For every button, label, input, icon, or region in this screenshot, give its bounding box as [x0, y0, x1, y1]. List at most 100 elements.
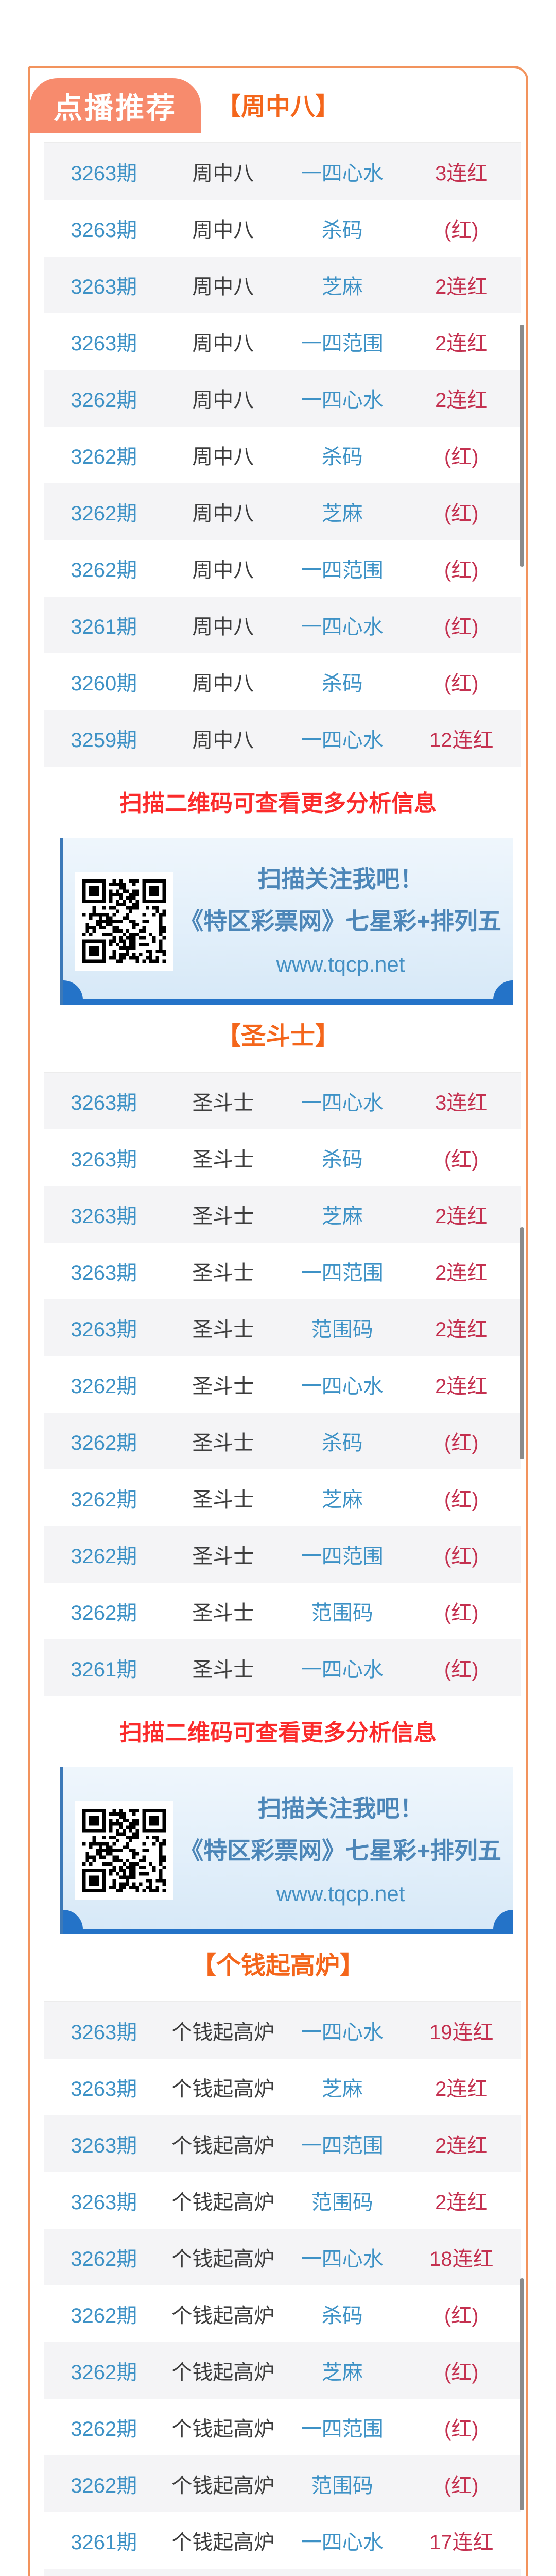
cell-result: (红) — [444, 616, 479, 638]
prediction-row[interactable]: 3262期 个钱起高炉 芝麻 (红) — [44, 2342, 521, 2399]
prediction-row[interactable]: 3263期 周中八 杀码 (红) — [44, 200, 521, 257]
prediction-row[interactable]: 3262期 个钱起高炉 一四心水 18连红 — [44, 2229, 521, 2285]
recommend-panel: 【周中八】 3263期 周中八 一四心水 3连红 3263期 周中八 杀码 (红) 3263期周… — [28, 66, 528, 2576]
cell-result: (红) — [444, 1545, 479, 1568]
cell-period: 3263期 — [71, 332, 137, 355]
cell-name: 周中八 — [192, 502, 254, 525]
prediction-row[interactable]: 3262期 周中八 一四心水 2连红 — [44, 370, 521, 427]
cell-name: 圣斗士 — [192, 1262, 254, 1284]
cell-period: 3262期 — [71, 389, 137, 412]
prediction-row[interactable]: 3263期 圣斗士 一四范围 2连红 — [44, 1243, 521, 1299]
cell-result: 18连红 — [429, 2248, 494, 2270]
cell-type: 一四心水 — [301, 616, 384, 638]
prediction-row[interactable]: 3263期 圣斗士 范围码 2连红 — [44, 1299, 521, 1356]
prediction-row[interactable]: 3262期 圣斗士 杀码 (红) — [44, 1413, 521, 1469]
banner-text: 扫描关注我吧！ 《特区彩票网》七星彩+排列五 www.tqcp.net — [173, 860, 513, 982]
prediction-row[interactable]: 3260期 周中八 杀码 (红) — [44, 653, 521, 710]
cell-name: 周中八 — [192, 616, 254, 638]
cell-period: 3263期 — [71, 1148, 137, 1171]
prediction-row[interactable]: 3263期 周中八 一四心水 3连红 — [44, 143, 521, 200]
cell-period: 3260期 — [71, 672, 137, 695]
cell-type: 杀码 — [321, 446, 363, 468]
cell-period: 3261期 — [71, 1658, 137, 1681]
cell-type: 一四心水 — [301, 162, 384, 185]
table-scrollbar[interactable] — [520, 2278, 524, 2510]
cell-name: 圣斗士 — [192, 1432, 254, 1454]
cell-result: 2连红 — [435, 1375, 488, 1398]
cell-result: (红) — [444, 446, 479, 468]
cell-name: 圣斗士 — [192, 1545, 254, 1568]
banner-bottom-bar — [63, 1929, 513, 1934]
cell-period: 3261期 — [71, 2531, 137, 2554]
qr-code-icon — [75, 1801, 173, 1900]
prediction-table: 3263期 圣斗士 一四心水 3连红 3263期 圣斗士 杀码 (红) 3263期 圣斗士 芝麻 2连… — [44, 1072, 524, 1696]
cell-period: 3263期 — [71, 1205, 137, 1228]
cell-type: 一四心水 — [301, 729, 384, 752]
cell-period: 3263期 — [71, 219, 137, 242]
cell-result: (红) — [444, 2418, 479, 2441]
banner-subline: 《特区彩票网》七星彩+排列五 — [180, 1837, 501, 1864]
cell-name: 周中八 — [192, 729, 254, 752]
cell-period: 3263期 — [71, 2191, 137, 2214]
cell-period: 3262期 — [71, 1432, 137, 1454]
prediction-row[interactable]: 3263期 周中八 一四范围 2连红 — [44, 313, 521, 370]
cell-period: 3262期 — [71, 502, 137, 525]
prediction-row[interactable]: 3262期 周中八 一四范围 (红) — [44, 540, 521, 597]
table-scrollbar[interactable] — [520, 1227, 524, 1459]
cell-name: 圣斗士 — [192, 1148, 254, 1171]
prediction-row[interactable]: 3263期 个钱起高炉 一四心水 19连红 — [44, 2002, 521, 2059]
section-title: 【周中八】 — [216, 93, 340, 121]
cell-type: 芝麻 — [321, 1205, 363, 1228]
prediction-row[interactable]: 3263期 圣斗士 杀码 (红) — [44, 1129, 521, 1186]
prediction-row[interactable]: 3262期 周中八 芝麻 (红) — [44, 483, 521, 540]
prediction-row[interactable]: 3262期 个钱起高炉 一四范围 (红) — [44, 2399, 521, 2455]
prediction-row[interactable]: 3262期 周中八 杀码 (红) — [44, 427, 521, 483]
cell-name: 圣斗士 — [192, 1658, 254, 1681]
cell-name: 个钱起高炉 — [171, 2191, 275, 2214]
cell-result: 3连红 — [435, 1092, 488, 1114]
cell-result: 2连红 — [435, 332, 488, 355]
cell-result: 2连红 — [435, 1262, 488, 1284]
prediction-row[interactable]: 3262期 个钱起高炉 杀码 (红) — [44, 2285, 521, 2342]
banner-corner-left — [63, 980, 83, 1000]
cell-type: 一四心水 — [301, 1658, 384, 1681]
prediction-row[interactable]: 3259期 周中八 一四心水 12连红 — [44, 710, 521, 767]
prediction-row[interactable]: 3263期 个钱起高炉 一四范围 2连红 — [44, 2115, 521, 2172]
prediction-row[interactable]: 3262期 圣斗士 范围码 (红) — [44, 1583, 521, 1639]
prediction-row[interactable]: 3263期 个钱起高炉 芝麻 2连红 — [44, 2059, 521, 2115]
cell-type: 一四心水 — [301, 1375, 384, 1398]
prediction-row[interactable]: 3263期 周中八 芝麻 2连红 — [44, 257, 521, 313]
recommend-tab[interactable]: 点播推荐 — [30, 78, 201, 133]
cell-type: 范围码 — [311, 2191, 373, 2214]
prediction-row[interactable]: 3263期 圣斗士 一四心水 3连红 — [44, 1073, 521, 1129]
table-scrollbar[interactable] — [520, 325, 524, 567]
prediction-row[interactable]: 3262期 圣斗士 一四范围 (红) — [44, 1526, 521, 1583]
cell-result: 12连红 — [429, 729, 494, 752]
banner-text: 扫描关注我吧！ 《特区彩票网》七星彩+排列五 www.tqcp.net — [173, 1790, 513, 1911]
banner-bottom-bar — [63, 999, 513, 1005]
cell-name: 周中八 — [192, 389, 254, 412]
qr-banner: 扫描关注我吧！ 《特区彩票网》七星彩+排列五 www.tqcp.net — [60, 1767, 513, 1934]
prediction-row[interactable]: 3262期 圣斗士 一四心水 2连红 — [44, 1356, 521, 1413]
banner-subline: 《特区彩票网》七星彩+排列五 — [180, 908, 501, 935]
website-url: www.tqcp.net — [276, 952, 405, 976]
qr-banner: 扫描关注我吧！ 《特区彩票网》七星彩+排列五 www.tqcp.net — [60, 838, 513, 1005]
prediction-row[interactable]: 3261期 圣斗士 一四心水 (红) — [44, 1639, 521, 1696]
cell-period: 3263期 — [71, 2021, 137, 2044]
section-title: 【圣斗士】 — [216, 1023, 340, 1050]
sections-host: 【周中八】 3263期 周中八 一四心水 3连红 3263期 周中八 杀码 (红) 3263期周… — [30, 91, 526, 2576]
cell-type: 杀码 — [321, 672, 363, 695]
prediction-row[interactable]: 3262期 圣斗士 芝麻 (红) — [44, 1469, 521, 1526]
prediction-row[interactable]: 3262期 个钱起高炉 范围码 (红) — [44, 2455, 521, 2512]
prediction-row[interactable]: 3263期 圣斗士 芝麻 2连红 — [44, 1186, 521, 1243]
prediction-row[interactable]: 3263期 个钱起高炉 范围码 2连红 — [44, 2172, 521, 2229]
cell-result: (红) — [444, 1658, 479, 1681]
cell-period: 3263期 — [71, 1262, 137, 1284]
prediction-row[interactable]: 3260期个钱起高炉一四心水16连红 — [44, 2569, 521, 2576]
cell-result: (红) — [444, 1148, 479, 1171]
prediction-row[interactable]: 3261期 个钱起高炉 一四心水 17连红 — [44, 2512, 521, 2569]
cell-type: 一四心水 — [301, 2021, 384, 2044]
cell-period: 3263期 — [71, 1092, 137, 1114]
prediction-row[interactable]: 3261期 周中八 一四心水 (红) — [44, 597, 521, 653]
cell-type: 杀码 — [321, 2304, 363, 2327]
